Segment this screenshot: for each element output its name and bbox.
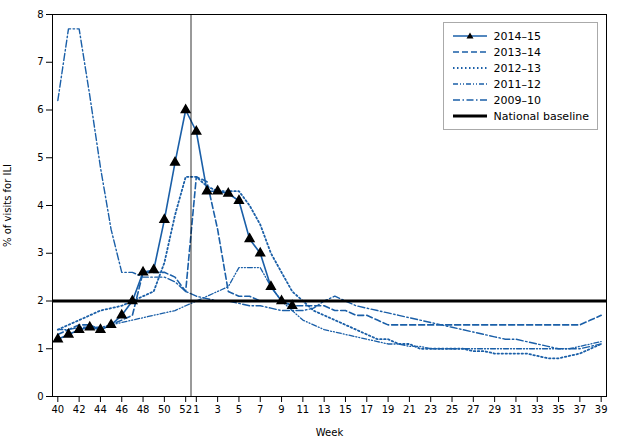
svg-text:37: 37 [573,404,586,415]
html-text:National baseline: National baseline [493,109,589,123]
html-text:2012–13: 2012–13 [493,61,542,75]
svg-text:6: 6 [37,104,43,115]
svg-text:3: 3 [214,404,220,415]
svg-text:25: 25 [446,404,459,415]
svg-text:13: 13 [318,404,331,415]
html-text:2013–14: 2013–14 [493,45,542,59]
svg-text:35: 35 [552,404,565,415]
svg-text:33: 33 [531,404,544,415]
svg-text:% of visits for ILI: % of visits for ILI [2,164,13,247]
svg-text:31: 31 [510,404,523,415]
svg-text:9: 9 [278,404,284,415]
html-text:2009–10: 2009–10 [493,93,542,107]
html-text:2014–15: 2014–15 [493,29,542,43]
svg-text:5: 5 [37,152,43,163]
svg-text:11: 11 [296,404,309,415]
svg-text:8: 8 [37,9,43,20]
svg-text:7: 7 [37,56,43,67]
svg-text:44: 44 [94,404,107,415]
svg-text:7: 7 [257,404,263,415]
svg-text:17: 17 [360,404,373,415]
svg-text:48: 48 [137,404,150,415]
svg-text:2: 2 [37,295,43,306]
svg-text:23: 23 [424,404,437,415]
svg-text:Week: Week [316,427,344,438]
svg-text:42: 42 [73,404,86,415]
svg-text:29: 29 [488,404,501,415]
svg-text:1: 1 [193,404,199,415]
svg-text:3: 3 [37,247,43,258]
svg-text:52: 52 [179,404,192,415]
svg-text:40: 40 [51,404,64,415]
svg-text:39: 39 [595,404,608,415]
svg-text:1: 1 [37,343,43,354]
svg-text:0: 0 [37,391,43,402]
svg-text:4: 4 [37,200,43,211]
svg-text:5: 5 [236,404,242,415]
svg-text:21: 21 [403,404,416,415]
svg-text:50: 50 [158,404,171,415]
svg-text:19: 19 [382,404,395,415]
svg-text:27: 27 [467,404,480,415]
svg-text:15: 15 [339,404,352,415]
html-text:2011–12: 2011–12 [493,77,542,91]
svg-text:46: 46 [115,404,128,415]
